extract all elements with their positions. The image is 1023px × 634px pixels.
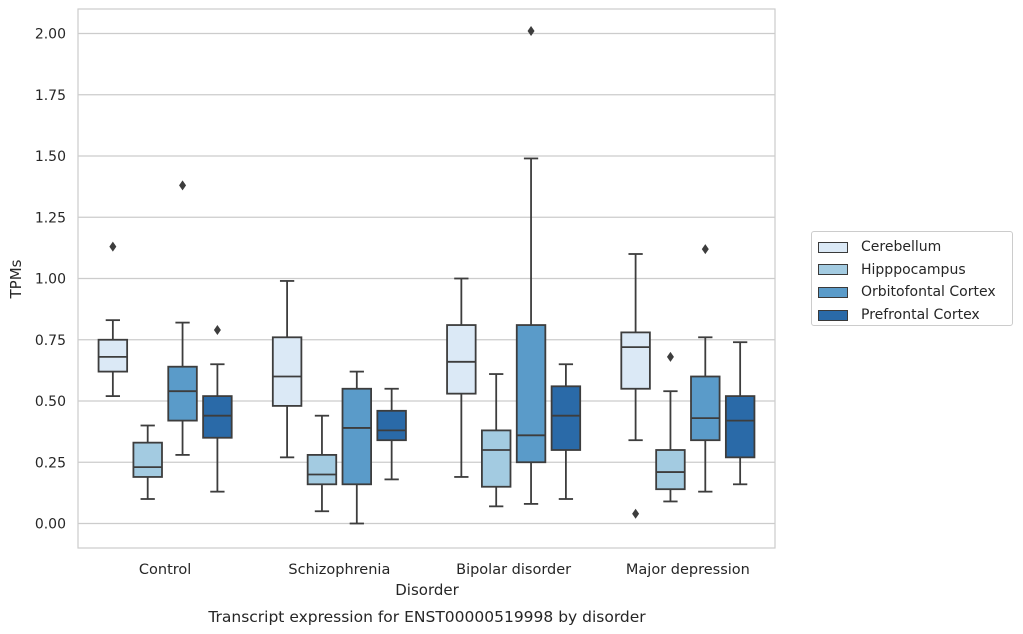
legend-item: Hipppocampus	[818, 259, 1012, 282]
legend-item: Prefrontal Cortex	[818, 304, 1012, 327]
box-hipppocampus	[481, 373, 512, 508]
box-hipppocampus	[132, 424, 163, 500]
y-tick-label: 1.00	[35, 272, 66, 288]
box-cerebellum	[97, 241, 129, 398]
box-iqr	[306, 453, 338, 486]
x-tick-label: Major depression	[626, 562, 750, 578]
outlier-point	[179, 180, 187, 191]
legend: Cerebellum Hipppocampus Orbitofontal Corte…	[811, 231, 1013, 326]
y-gridlines	[78, 32, 775, 525]
box-orbitofontal-cortex	[515, 26, 547, 505]
box-iqr	[341, 387, 372, 486]
y-tick-label: 0.00	[35, 517, 66, 533]
box-prefrontal-cortex	[202, 324, 233, 493]
legend-item: Orbitofontal Cortex	[818, 281, 1012, 304]
box-iqr	[550, 385, 582, 451]
box-groups	[97, 26, 756, 525]
x-tick-label: Bipolar disorder	[456, 562, 571, 578]
y-tick-label: 2.00	[35, 27, 66, 43]
legend-label: Hipppocampus	[861, 261, 966, 278]
box-cerebellum	[620, 253, 651, 519]
box-iqr	[271, 336, 303, 407]
box-iqr	[515, 324, 547, 464]
legend-item: Cerebellum	[818, 236, 1012, 259]
box-iqr	[167, 365, 198, 422]
box-iqr	[97, 338, 129, 373]
outlier-point	[527, 26, 535, 37]
outlier-point	[213, 324, 221, 335]
outlier-point	[109, 241, 117, 252]
box-iqr	[202, 395, 233, 439]
box-cerebellum	[446, 277, 477, 478]
outlier-point	[632, 508, 640, 519]
x-tick-label: Schizophrenia	[288, 562, 390, 578]
legend-swatch	[818, 309, 848, 321]
y-tick-labels: 0.00 0.25 0.50 0.75 1.00 1.25 1.50 1.75 2.00	[35, 27, 66, 533]
legend-swatch	[818, 264, 848, 276]
box-iqr	[724, 395, 756, 459]
box-cerebellum	[271, 280, 303, 459]
y-axis-label: TPMs	[7, 259, 25, 299]
x-axis-label: Disorder	[395, 581, 459, 599]
y-tick-label: 0.25	[35, 455, 66, 471]
box-prefrontal-cortex	[376, 387, 407, 481]
box-iqr	[690, 375, 721, 442]
x-tick-label: Control	[139, 562, 191, 578]
box-hipppocampus	[655, 351, 686, 503]
legend-swatch	[818, 241, 848, 253]
legend-label: Prefrontal Cortex	[861, 307, 980, 324]
box-prefrontal-cortex	[550, 363, 582, 500]
box-hipppocampus	[306, 414, 338, 513]
x-tick-labels: Control Schizophrenia Bipolar disorder Majo…	[139, 562, 750, 578]
y-tick-label: 1.25	[35, 210, 66, 226]
box-iqr	[620, 331, 651, 390]
box-iqr	[132, 441, 163, 478]
legend-label: Orbitofontal Cortex	[861, 284, 996, 301]
box-orbitofontal-cortex	[690, 244, 721, 493]
box-iqr	[446, 324, 477, 395]
box-iqr	[655, 449, 686, 491]
y-tick-label: 1.50	[35, 149, 66, 165]
legend-swatch	[818, 286, 848, 298]
box-orbitofontal-cortex	[341, 370, 372, 525]
box-iqr	[376, 409, 407, 442]
box-orbitofontal-cortex	[167, 180, 198, 456]
legend-label: Cerebellum	[861, 239, 942, 256]
box-iqr	[481, 429, 512, 488]
outlier-point	[666, 351, 674, 362]
y-tick-label: 0.75	[35, 333, 66, 349]
y-tick-label: 1.75	[35, 88, 66, 104]
box-prefrontal-cortex	[724, 341, 756, 486]
chart-caption: Transcript expression for ENST0000051999…	[207, 608, 646, 626]
y-tick-label: 0.50	[35, 394, 66, 410]
outlier-point	[701, 244, 709, 255]
